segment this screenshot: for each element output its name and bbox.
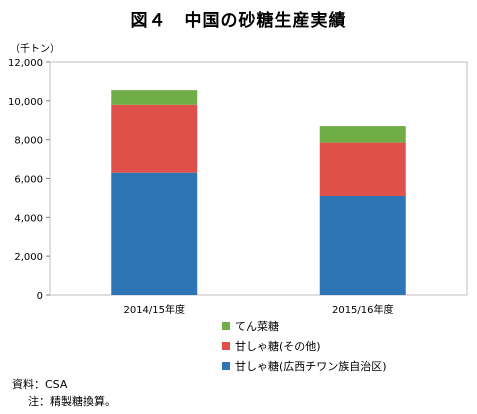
footnote: 注：精製糖換算。 <box>28 395 116 408</box>
source-note: 資料：CSA <box>12 378 68 391</box>
y-tick-label: 0 <box>37 291 43 302</box>
chart-title: 図４ 中国の砂糖生産実績 <box>130 11 347 31</box>
x-tick-label: 2014/15年度 <box>123 303 185 316</box>
legend-item: 甘しゃ糖(広西チワン族自治区) <box>222 356 387 376</box>
legend-swatch <box>222 322 230 330</box>
legend-item: 甘しゃ糖(その他) <box>222 336 387 356</box>
bar-segment <box>111 172 198 295</box>
bar-segment <box>319 142 406 196</box>
y-tick-label: 10,000 <box>8 97 43 108</box>
legend-label: てん菜糖 <box>235 320 279 333</box>
bar-segment <box>319 195 406 295</box>
bar-segment <box>111 90 198 105</box>
legend-item: てん菜糖 <box>222 316 387 336</box>
legend-swatch <box>222 342 230 350</box>
bar-segment <box>319 126 406 143</box>
chart-legend: てん菜糖甘しゃ糖(その他) 甘しゃ糖(広西チワン族自治区) <box>222 316 387 376</box>
legend-swatch <box>222 362 230 370</box>
y-tick-label: 8,000 <box>14 136 43 147</box>
legend-label: 甘しゃ糖(広西チワン族自治区) <box>235 360 387 373</box>
y-tick-label: 4,000 <box>14 213 43 224</box>
chart-notes: 資料：CSA 注：精製糖換算。 <box>12 376 116 410</box>
legend-label: 甘しゃ糖(その他) <box>235 340 321 353</box>
y-tick-label: 6,000 <box>14 175 43 186</box>
x-tick-label: 2015/16年度 <box>332 303 394 316</box>
bar-segment <box>111 104 198 173</box>
y-axis-unit-label: （千トン） <box>10 44 60 55</box>
y-tick-label: 2,000 <box>14 252 43 263</box>
y-tick-label: 12,000 <box>8 58 43 69</box>
